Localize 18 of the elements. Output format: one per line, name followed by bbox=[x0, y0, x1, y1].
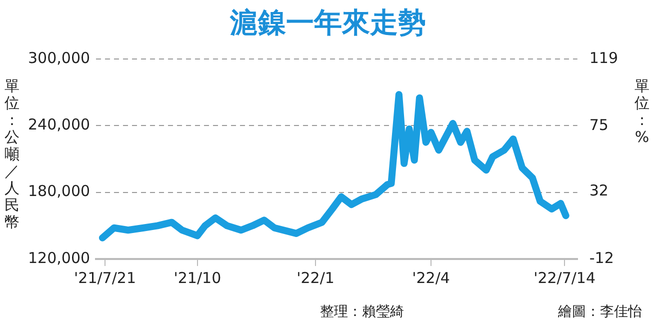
y2-tick-label: 75 bbox=[589, 116, 608, 134]
x-tick-label: '22/4 bbox=[412, 268, 450, 287]
x-tick-label: '22/1 bbox=[296, 268, 334, 287]
x-tick-label: '21/7/21 bbox=[74, 268, 136, 287]
x-tick-label: '21/10 bbox=[174, 268, 222, 287]
y2-tick-label: -12 bbox=[589, 248, 614, 267]
text: 整理：賴瑩綺 bbox=[320, 303, 404, 321]
text: 繪圖：李佳怡 bbox=[558, 303, 642, 321]
text: 單位：公噸／人民幣 bbox=[4, 77, 20, 231]
chart-title: 滬鎳一年來走勢 bbox=[228, 5, 427, 41]
y2-tick-label: 32 bbox=[589, 182, 608, 200]
y2-axis-title: 單位：% bbox=[634, 77, 650, 146]
y-tick-label: 180,000 bbox=[28, 182, 90, 200]
x-tick-label: '22/7/14 bbox=[534, 268, 596, 287]
y-tick-label: 240,000 bbox=[28, 116, 90, 134]
y-tick-label: 300,000 bbox=[28, 48, 90, 67]
y-tick-label: 120,000 bbox=[28, 248, 90, 267]
y2-tick-label: 119 bbox=[589, 48, 618, 67]
